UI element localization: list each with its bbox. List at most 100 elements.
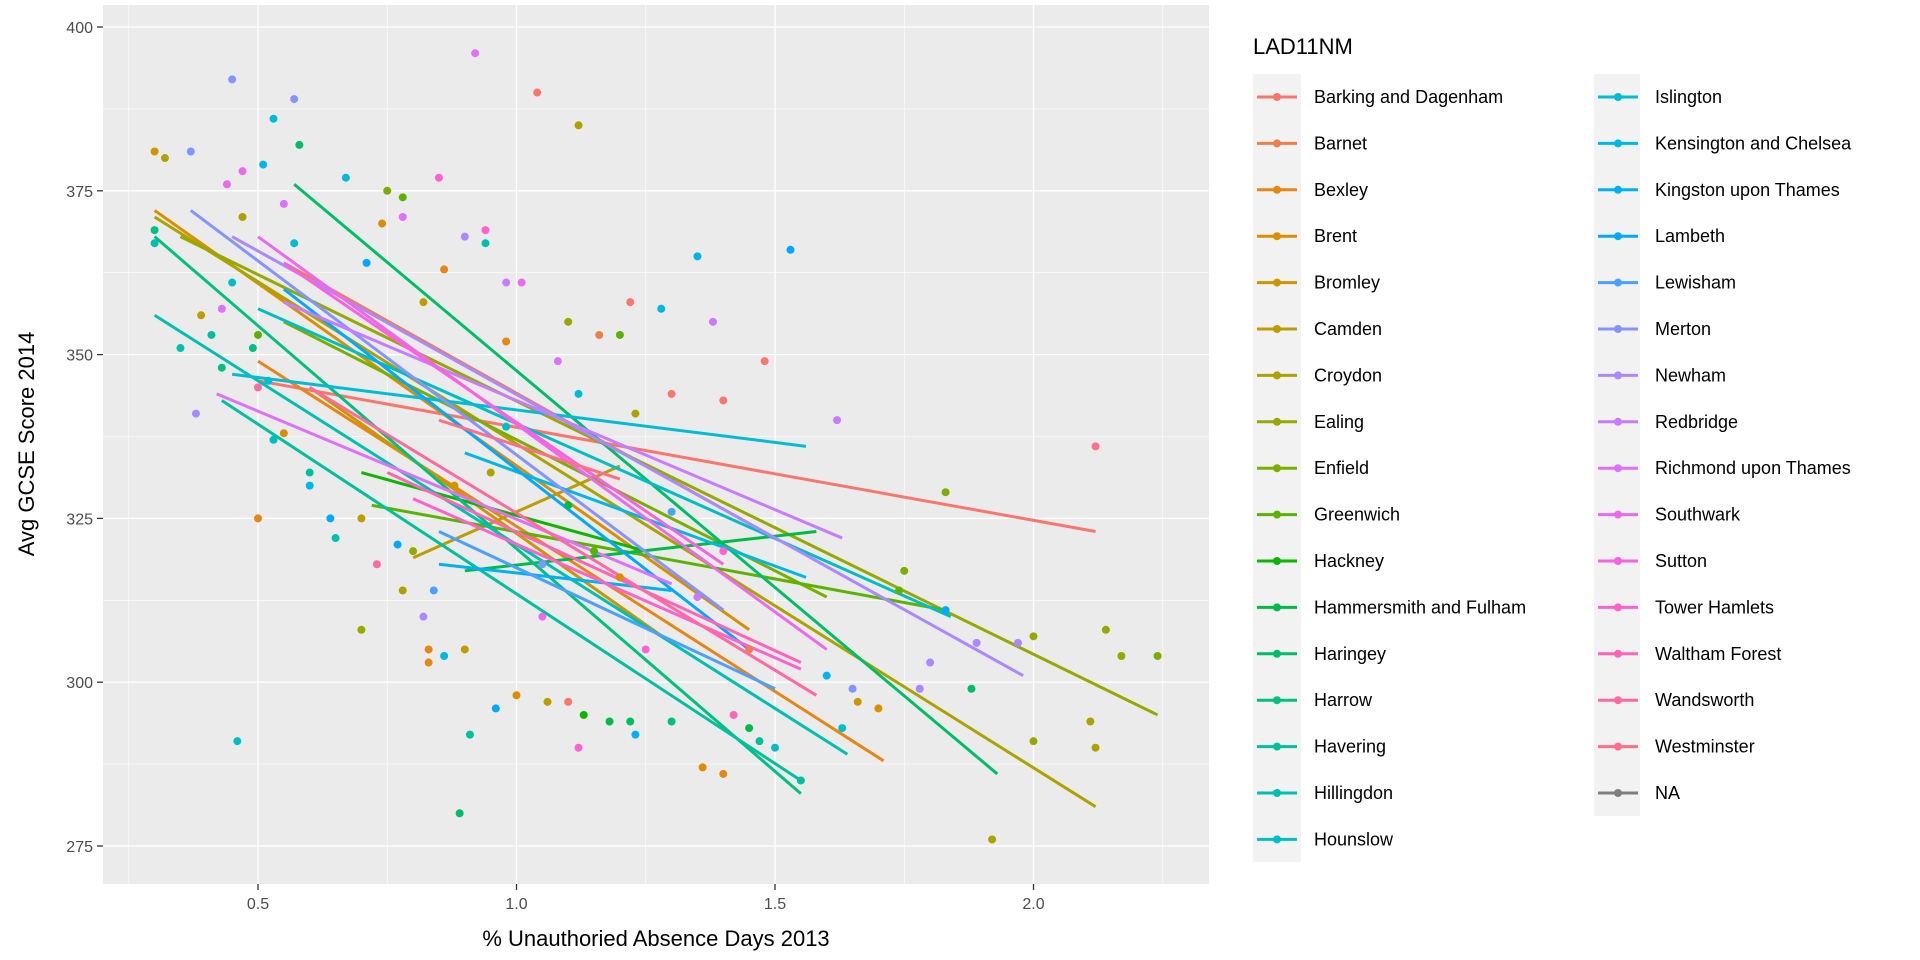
data-point <box>398 586 407 595</box>
legend-label: Waltham Forest <box>1655 644 1781 664</box>
legend-label: Lewisham <box>1655 273 1736 293</box>
legend-label: Bexley <box>1314 180 1368 200</box>
legend-key-point <box>1614 139 1622 148</box>
fit-line <box>179 235 1159 717</box>
data-point <box>729 710 738 719</box>
legend-label: Barnet <box>1314 133 1367 153</box>
x-tick-label: 0.5 <box>247 896 269 913</box>
data-point <box>1091 743 1100 752</box>
legend-key-point <box>1273 371 1281 380</box>
data-point <box>1029 632 1038 641</box>
data-point <box>771 743 779 752</box>
data-point <box>574 389 583 398</box>
legend-label: Harrow <box>1314 690 1373 710</box>
fit-line <box>361 471 647 553</box>
data-point <box>1153 651 1162 660</box>
data-point <box>745 645 754 654</box>
data-point <box>579 710 588 719</box>
data-point <box>755 737 764 746</box>
legend-label: Greenwich <box>1314 505 1400 525</box>
data-point <box>626 298 635 307</box>
x-tick-label: 1.0 <box>505 896 527 913</box>
data-point <box>631 730 640 739</box>
legend-key-point <box>1273 417 1281 426</box>
legend-label: Enfield <box>1314 458 1369 478</box>
data-point <box>450 481 459 490</box>
y-tick-label: 350 <box>66 348 93 365</box>
fit-line <box>153 314 849 756</box>
data-point <box>900 566 909 575</box>
legend-key-point <box>1273 789 1281 797</box>
data-point <box>502 337 511 346</box>
data-point <box>434 173 443 182</box>
legend-key-point <box>1273 649 1281 658</box>
legend-key-point <box>1614 649 1622 658</box>
y-axis-title: Avg GCSE Score 2014 <box>14 332 39 557</box>
data-point <box>279 199 288 208</box>
legend-key-point <box>1614 464 1622 473</box>
data-point <box>708 317 717 326</box>
data-point <box>796 776 805 785</box>
data-point <box>393 540 402 549</box>
data-point <box>1029 737 1038 746</box>
data-point <box>786 245 795 254</box>
data-point <box>502 278 511 287</box>
data-point <box>222 180 231 189</box>
data-point <box>926 658 935 667</box>
data-point <box>564 501 573 510</box>
data-point <box>486 468 495 477</box>
data-point <box>833 416 842 425</box>
data-point <box>553 357 562 366</box>
data-point <box>481 226 490 235</box>
fit-line <box>438 530 776 691</box>
legend-label: Sutton <box>1655 551 1707 571</box>
legend-label: Hackney <box>1314 551 1384 571</box>
legend-key-point <box>1614 185 1622 194</box>
legend-label: Richmond upon Thames <box>1655 458 1851 478</box>
data-point <box>564 317 573 326</box>
legend-key-point <box>1614 742 1622 751</box>
data-point <box>429 586 438 595</box>
data-point <box>538 560 547 569</box>
data-point <box>424 645 433 654</box>
fit-line <box>308 386 818 697</box>
fit-line <box>189 209 725 612</box>
data-point <box>150 147 159 156</box>
legend-label: Westminster <box>1655 737 1755 757</box>
data-point <box>517 278 526 287</box>
data-point <box>290 95 299 104</box>
x-axis-title: % Unauthoried Absence Days 2013 <box>482 926 829 951</box>
y-tick-label: 300 <box>66 675 93 692</box>
data-point <box>259 160 268 169</box>
data-point <box>941 488 950 497</box>
data-point <box>719 547 728 556</box>
legend-key-point <box>1614 603 1622 612</box>
data-point <box>853 697 862 706</box>
data-point <box>254 514 262 523</box>
data-point <box>657 304 666 313</box>
data-point <box>150 226 159 235</box>
legend-label: Merton <box>1655 319 1711 339</box>
y-tick-label: 375 <box>66 184 93 201</box>
data-point <box>972 638 981 647</box>
data-point <box>254 330 262 339</box>
legend-key-point <box>1614 696 1622 705</box>
legend-label: Newham <box>1655 365 1726 385</box>
data-point <box>398 213 407 222</box>
data-point <box>398 193 407 202</box>
legend-key-point <box>1614 325 1622 333</box>
data-point <box>481 239 490 248</box>
data-point <box>615 573 624 582</box>
data-point <box>409 547 418 556</box>
data-point <box>1086 717 1095 726</box>
legend-label: Tower Hamlets <box>1655 597 1774 617</box>
data-point <box>626 717 635 726</box>
legend-key-point <box>1614 371 1622 380</box>
data-point <box>460 645 469 654</box>
data-point <box>848 684 857 693</box>
fit-line <box>308 386 673 645</box>
data-point <box>667 717 676 726</box>
fit-line <box>257 235 828 651</box>
fit-line <box>282 287 751 651</box>
